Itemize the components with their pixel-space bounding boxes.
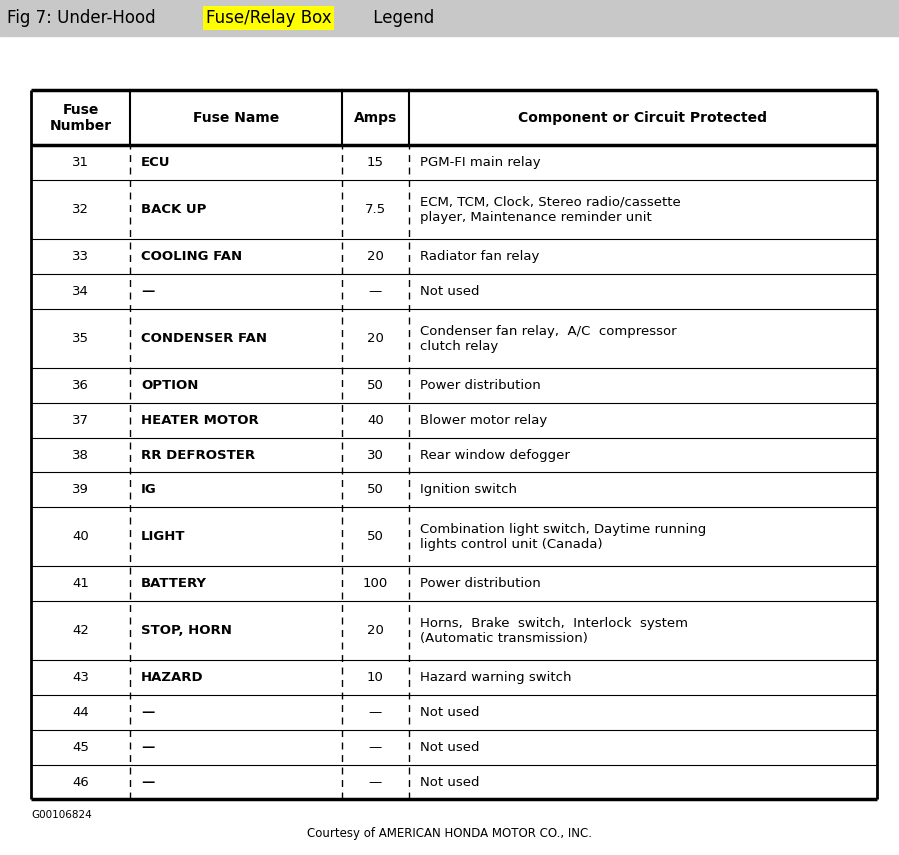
Text: 30: 30 <box>367 449 384 462</box>
Text: 38: 38 <box>73 449 89 462</box>
Text: PGM-FI main relay: PGM-FI main relay <box>420 156 540 169</box>
Text: BATTERY: BATTERY <box>141 577 207 590</box>
Text: IG: IG <box>141 483 157 496</box>
Text: 20: 20 <box>367 251 384 263</box>
Bar <box>0 0 899 36</box>
Text: 100: 100 <box>362 577 388 590</box>
Text: Not used: Not used <box>420 775 479 788</box>
Text: Fig 7: Under-Hood: Fig 7: Under-Hood <box>7 9 161 27</box>
Text: 46: 46 <box>73 775 89 788</box>
Text: ECU: ECU <box>141 156 171 169</box>
Text: —: — <box>369 775 382 788</box>
Text: 20: 20 <box>367 332 384 345</box>
Text: Power distribution: Power distribution <box>420 379 540 392</box>
Text: —: — <box>369 706 382 719</box>
Text: 41: 41 <box>73 577 89 590</box>
Text: Blower motor relay: Blower motor relay <box>420 414 547 427</box>
Text: 50: 50 <box>367 530 384 543</box>
Text: ECM, TCM, Clock, Stereo radio/cassette
player, Maintenance reminder unit: ECM, TCM, Clock, Stereo radio/cassette p… <box>420 196 681 224</box>
Text: OPTION: OPTION <box>141 379 199 392</box>
Text: 37: 37 <box>73 414 89 427</box>
Text: Courtesy of AMERICAN HONDA MOTOR CO., INC.: Courtesy of AMERICAN HONDA MOTOR CO., IN… <box>307 827 592 840</box>
Text: Not used: Not used <box>420 706 479 719</box>
Text: Combination light switch, Daytime running
lights control unit (Canada): Combination light switch, Daytime runnin… <box>420 522 706 551</box>
Text: COOLING FAN: COOLING FAN <box>141 251 242 263</box>
Text: LIGHT: LIGHT <box>141 530 185 543</box>
Text: Horns,  Brake  switch,  Interlock  system
(Automatic transmission): Horns, Brake switch, Interlock system (A… <box>420 616 688 645</box>
Text: G00106824: G00106824 <box>31 810 93 820</box>
Text: Legend: Legend <box>368 9 434 27</box>
Text: 7.5: 7.5 <box>365 203 386 216</box>
Text: Hazard warning switch: Hazard warning switch <box>420 671 572 684</box>
Text: Radiator fan relay: Radiator fan relay <box>420 251 539 263</box>
Text: Rear window defogger: Rear window defogger <box>420 449 570 462</box>
Text: 40: 40 <box>73 530 89 543</box>
Text: HEATER MOTOR: HEATER MOTOR <box>141 414 259 427</box>
Text: 15: 15 <box>367 156 384 169</box>
Text: 36: 36 <box>73 379 89 392</box>
Text: BACK UP: BACK UP <box>141 203 207 216</box>
Text: 20: 20 <box>367 624 384 637</box>
Text: 33: 33 <box>73 251 89 263</box>
Text: —: — <box>369 285 382 298</box>
Text: 39: 39 <box>73 483 89 496</box>
Text: Ignition switch: Ignition switch <box>420 483 517 496</box>
Text: 34: 34 <box>73 285 89 298</box>
Text: Not used: Not used <box>420 285 479 298</box>
Text: 40: 40 <box>367 414 384 427</box>
Text: Power distribution: Power distribution <box>420 577 540 590</box>
Text: —: — <box>141 285 155 298</box>
Text: Component or Circuit Protected: Component or Circuit Protected <box>519 110 767 125</box>
Text: 44: 44 <box>73 706 89 719</box>
Text: HAZARD: HAZARD <box>141 671 204 684</box>
Text: 32: 32 <box>73 203 89 216</box>
Text: —: — <box>141 706 155 719</box>
Text: Condenser fan relay,  A/C  compressor
clutch relay: Condenser fan relay, A/C compressor clut… <box>420 325 676 352</box>
Text: Amps: Amps <box>353 110 397 125</box>
Text: 50: 50 <box>367 483 384 496</box>
Text: 31: 31 <box>73 156 89 169</box>
Text: RR DEFROSTER: RR DEFROSTER <box>141 449 255 462</box>
Text: Fuse
Number: Fuse Number <box>49 103 112 133</box>
Text: CONDENSER FAN: CONDENSER FAN <box>141 332 267 345</box>
Text: STOP, HORN: STOP, HORN <box>141 624 232 637</box>
Text: 43: 43 <box>73 671 89 684</box>
Text: Not used: Not used <box>420 740 479 754</box>
Text: Fuse Name: Fuse Name <box>193 110 279 125</box>
Text: 10: 10 <box>367 671 384 684</box>
Text: 42: 42 <box>73 624 89 637</box>
Text: —: — <box>369 740 382 754</box>
Text: —: — <box>141 775 155 788</box>
Text: 35: 35 <box>73 332 89 345</box>
Text: —: — <box>141 740 155 754</box>
Text: Fuse/Relay Box: Fuse/Relay Box <box>206 9 332 27</box>
Text: 45: 45 <box>73 740 89 754</box>
Text: 50: 50 <box>367 379 384 392</box>
